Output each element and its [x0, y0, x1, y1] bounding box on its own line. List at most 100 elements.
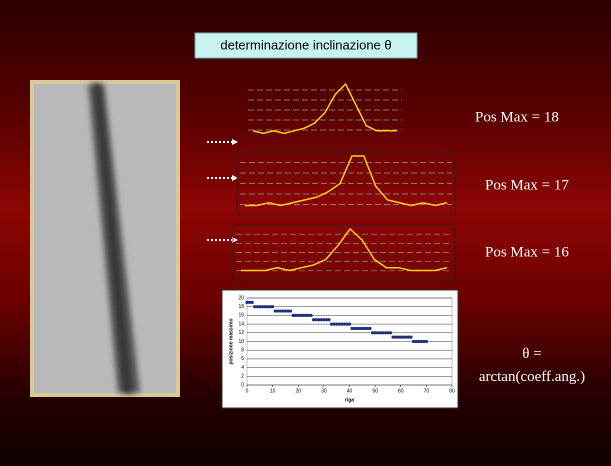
x-tick-label: 0 — [246, 388, 249, 394]
profile-line — [245, 155, 448, 207]
point — [370, 331, 375, 335]
point — [355, 326, 359, 331]
point — [268, 305, 272, 309]
chart-box — [221, 289, 459, 409]
point — [363, 326, 367, 331]
point — [332, 322, 336, 326]
point — [299, 313, 303, 317]
x-tick-label: 80 — [449, 388, 455, 394]
arrow-heads — [232, 139, 238, 243]
point — [296, 313, 300, 317]
y-tick-label: 14 — [238, 321, 244, 327]
point — [335, 322, 339, 326]
point — [350, 326, 354, 331]
point — [358, 326, 362, 331]
point — [417, 339, 421, 344]
point — [276, 309, 280, 313]
point — [422, 339, 426, 344]
point — [383, 331, 387, 335]
x-tick-label: 20 — [295, 388, 301, 394]
point — [317, 318, 321, 322]
point — [360, 326, 364, 331]
point — [322, 318, 326, 322]
point — [253, 305, 257, 309]
x-tick-label: 40 — [347, 388, 353, 394]
point — [324, 318, 329, 322]
point — [411, 339, 416, 344]
strip-image — [30, 80, 180, 397]
point — [314, 318, 318, 322]
point — [329, 322, 334, 326]
y-tick-label: 18 — [238, 304, 244, 310]
x-tick-label: 70 — [424, 388, 430, 394]
arrows — [207, 141, 232, 241]
profile-frame — [232, 224, 456, 281]
y-tick-label: 10 — [238, 339, 244, 345]
y-tick-label: 12 — [238, 330, 244, 336]
y-axis-label: posizione massimo — [228, 318, 234, 364]
point — [399, 335, 403, 339]
point — [260, 305, 264, 309]
x-tick-label: 10 — [270, 388, 276, 394]
point — [247, 300, 252, 304]
title-box — [194, 32, 418, 59]
point — [381, 331, 385, 335]
profile-label: Pos Max = 16 — [485, 244, 569, 260]
point — [365, 326, 370, 331]
point — [245, 300, 249, 304]
point — [301, 313, 305, 317]
note: arctan(coeff.ang.) — [479, 369, 585, 385]
y-tick-label: 8 — [241, 348, 244, 354]
x-tick-label: 30 — [321, 388, 327, 394]
point — [312, 318, 316, 322]
point — [386, 331, 390, 335]
profile-label: Pos Max = 18 — [475, 109, 559, 125]
note: θ = — [522, 346, 541, 362]
point — [342, 322, 346, 326]
point — [404, 335, 408, 339]
point — [306, 313, 311, 317]
title: determinazione inclinazione θ — [220, 37, 391, 52]
point — [319, 318, 323, 322]
point — [376, 331, 380, 335]
y-tick-label: 16 — [238, 313, 244, 319]
point — [396, 335, 400, 339]
point — [409, 335, 413, 339]
point — [255, 305, 259, 309]
point — [347, 322, 352, 326]
point — [304, 313, 308, 317]
point — [378, 331, 382, 335]
profile-line — [241, 227, 448, 272]
point — [424, 339, 428, 344]
y-tick-label: 6 — [241, 356, 244, 362]
profile-label: Pos Max = 17 — [485, 177, 569, 193]
profile-line — [252, 82, 397, 135]
point — [340, 322, 344, 326]
point — [394, 335, 398, 339]
point — [373, 331, 377, 335]
point — [250, 300, 254, 304]
y-tick-label: 2 — [241, 374, 244, 380]
point — [309, 313, 313, 317]
point — [406, 335, 411, 339]
y-tick-label: 0 — [241, 382, 244, 388]
x-axis-label: riga — [345, 397, 354, 403]
point — [278, 309, 282, 313]
y-tick-label: 4 — [241, 365, 244, 371]
point — [388, 331, 393, 335]
point — [414, 339, 418, 344]
point — [271, 305, 275, 309]
point — [291, 313, 295, 317]
point — [281, 309, 285, 313]
point — [368, 326, 372, 331]
point — [345, 322, 349, 326]
point — [337, 322, 341, 326]
profile-frame — [236, 151, 456, 216]
point — [391, 335, 395, 339]
x-tick-label: 60 — [398, 388, 404, 394]
point — [327, 318, 331, 322]
point — [258, 305, 262, 309]
point — [263, 305, 267, 309]
